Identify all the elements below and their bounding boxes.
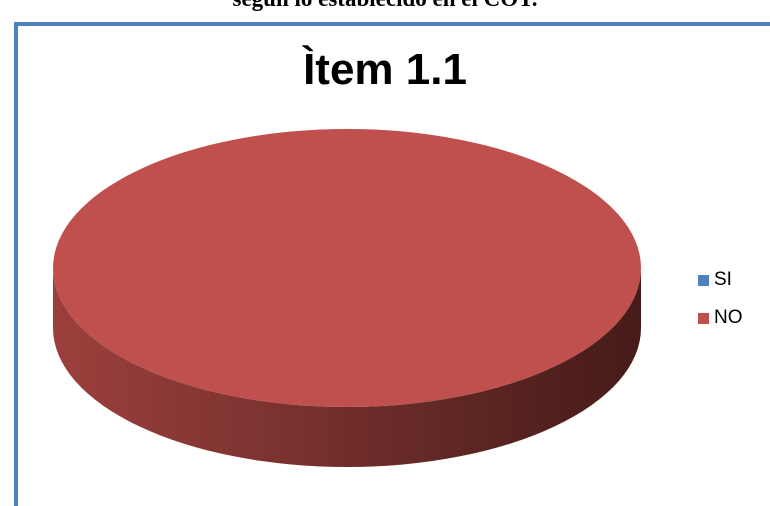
pie-slice-no xyxy=(53,129,641,407)
document-header-text: según lo establecido en el COT. xyxy=(0,0,770,12)
legend-label-si: SI xyxy=(714,269,732,290)
legend-swatch-si xyxy=(698,274,709,286)
legend-label-no: NO xyxy=(714,307,743,328)
legend-item-no: NO xyxy=(698,307,743,328)
chart-title: Ìtem 1.1 xyxy=(303,45,467,94)
chart-legend: SI NO xyxy=(698,269,743,346)
legend-item-si: SI xyxy=(698,269,743,290)
legend-swatch-no xyxy=(698,312,709,324)
pie-side-wall xyxy=(53,268,641,467)
